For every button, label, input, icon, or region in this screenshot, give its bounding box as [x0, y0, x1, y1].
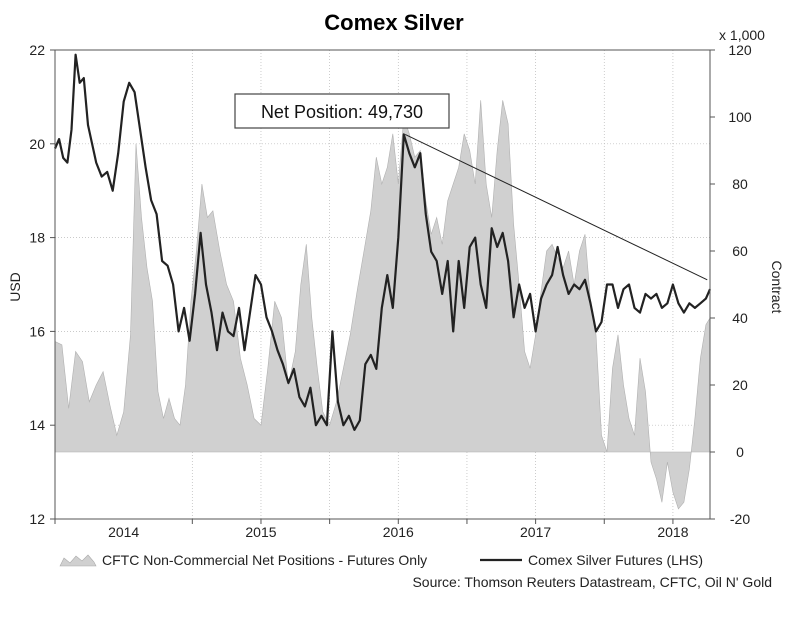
x-axis-ticks: 2014 2015 2016 2017 2018: [54, 519, 689, 540]
right-tick-label: 120: [728, 42, 752, 58]
legend-area-swatch: [59, 554, 97, 567]
plot-border: [54, 49, 711, 520]
left-tick-label: 22: [29, 42, 45, 58]
x-tick-label: 2015: [245, 524, 276, 540]
left-tick-label: 20: [29, 136, 45, 152]
x-tick-label: 2014: [108, 524, 139, 540]
left-axis-label: USD: [7, 272, 23, 302]
left-tick-label: 18: [29, 230, 45, 246]
right-tick-label: 60: [732, 243, 748, 259]
right-tick-label: 20: [732, 377, 748, 393]
annotation-text: Net Position: 49,730: [261, 102, 423, 122]
x-tick-label: 2016: [383, 524, 414, 540]
source-note: Source: Thomson Reuters Datastream, CFTC…: [412, 574, 772, 590]
plot-frame: [54, 49, 711, 520]
x-tick-label: 2017: [520, 524, 551, 540]
legend: CFTC Non-Commercial Net Positions - Futu…: [59, 552, 703, 568]
left-axis-ticks: 12 14 16 18 20 22: [29, 42, 55, 527]
left-tick-label: 14: [29, 417, 45, 433]
silver-price-line-path: [53, 53, 712, 431]
right-tick-label: -20: [730, 511, 750, 527]
chart-title: Comex Silver: [324, 10, 464, 35]
right-tick-label: 80: [732, 176, 748, 192]
right-axis-unit-note: x 1,000: [719, 27, 765, 43]
legend-line-label: Comex Silver Futures (LHS): [528, 552, 703, 568]
left-tick-label: 12: [29, 511, 45, 527]
annotation-box: [234, 93, 450, 129]
right-tick-label: 100: [728, 109, 752, 125]
right-tick-label: 0: [736, 444, 744, 460]
left-tick-label: 16: [29, 323, 45, 339]
silver-price-line: [53, 53, 712, 431]
right-axis-label: Contract: [769, 261, 785, 314]
right-tick-label: 40: [732, 310, 748, 326]
annotation-trend-line: [404, 133, 708, 281]
annotation: Net Position: 49,730: [234, 93, 708, 281]
right-axis-ticks: -20 0 20 40 60 80 100 120: [710, 42, 752, 527]
legend-area-label: CFTC Non-Commercial Net Positions - Futu…: [102, 552, 427, 568]
x-tick-label: 2018: [657, 524, 688, 540]
